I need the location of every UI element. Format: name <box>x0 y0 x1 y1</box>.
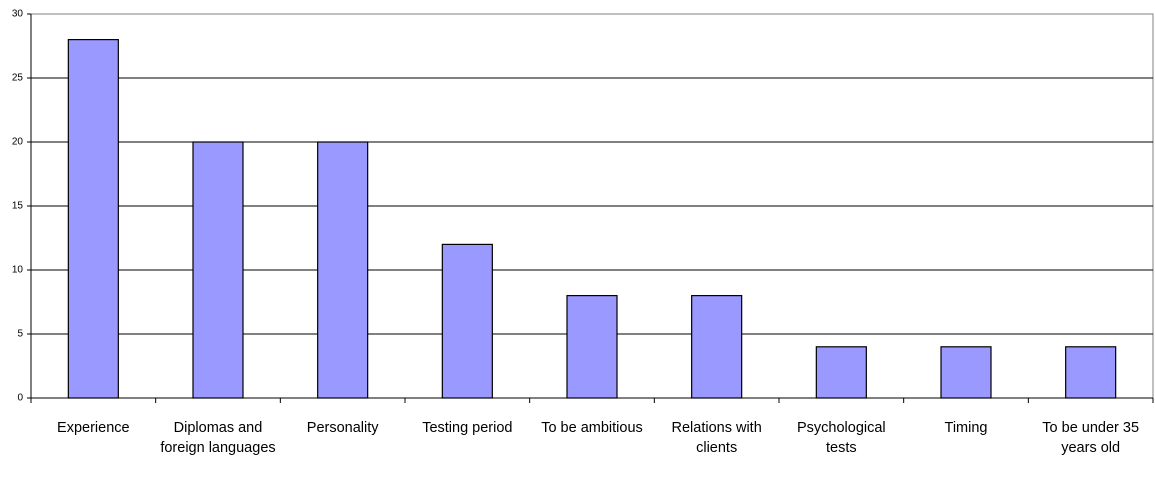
y-tick-label: 5 <box>17 329 23 340</box>
x-tick-label: Personality <box>306 420 379 436</box>
bar <box>566 295 618 399</box>
bar <box>192 141 244 399</box>
x-tick-label: To be ambitious <box>541 420 643 436</box>
bar <box>691 295 743 399</box>
x-tick-label: Psychological tests <box>796 420 886 456</box>
x-tick-label: Relations with clients <box>671 420 762 456</box>
bar <box>940 346 992 399</box>
bar <box>67 38 119 399</box>
y-tick-label: 20 <box>12 137 24 148</box>
bar <box>441 243 493 399</box>
x-tick-label: Timing <box>944 420 988 436</box>
x-tick-label: To be under 35 years old <box>1042 420 1140 456</box>
bar <box>1065 346 1117 399</box>
x-tick-label: Testing period <box>422 420 513 436</box>
bar <box>815 346 867 399</box>
y-tick-label: 0 <box>17 393 23 404</box>
x-tick-label: Experience <box>57 420 130 436</box>
y-tick-label: 25 <box>12 73 24 84</box>
y-tick-label: 15 <box>12 201 24 212</box>
y-tick-label: 30 <box>12 9 24 20</box>
bar <box>317 141 369 399</box>
x-tick-label: Diplomas and foreign languages <box>160 420 276 456</box>
y-tick-label: 10 <box>12 265 24 276</box>
